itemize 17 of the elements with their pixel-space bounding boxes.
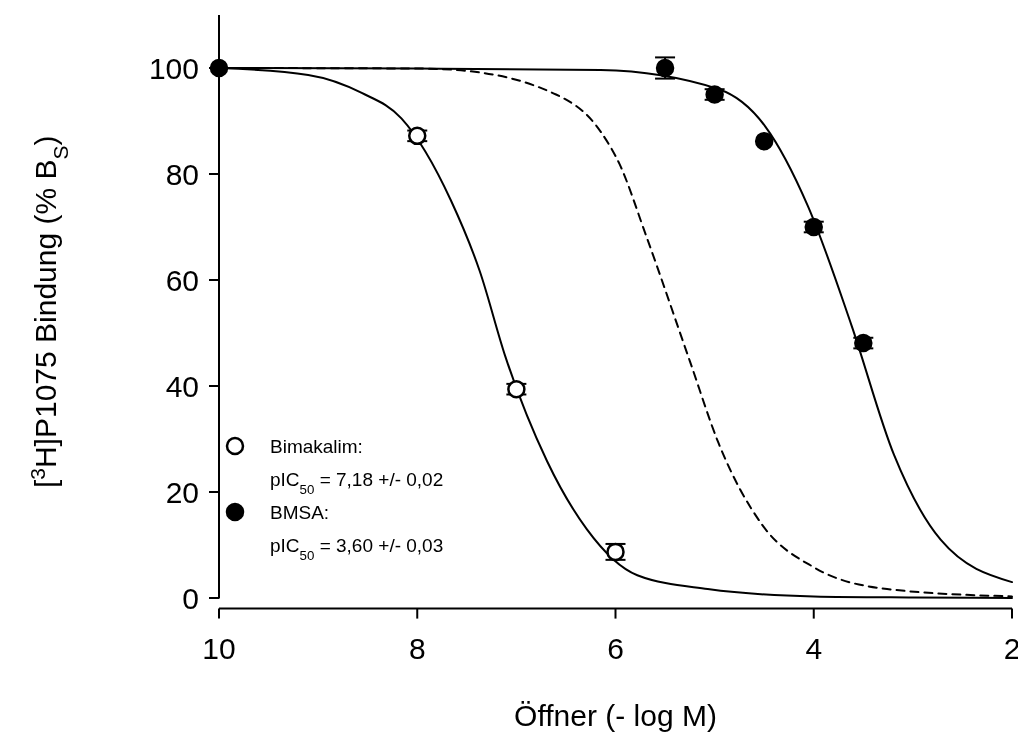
y-tick-label: 100 bbox=[148, 51, 199, 85]
x-tick-label: 6 bbox=[607, 631, 624, 665]
x-tick-label: 4 bbox=[805, 631, 823, 665]
y-tick-label: 20 bbox=[165, 475, 199, 509]
y-tick-label: 80 bbox=[165, 157, 199, 191]
y-tick-label: 0 bbox=[182, 581, 199, 615]
x-tick-label: 2 bbox=[1003, 631, 1021, 665]
point bbox=[754, 131, 774, 151]
x-axis-title: Öffner (- log M) bbox=[514, 699, 717, 732]
x-tick-label: 8 bbox=[408, 631, 426, 665]
y-tick-label: 40 bbox=[165, 369, 199, 403]
legend-label: BMSA: bbox=[270, 502, 330, 523]
legend-label: Bimakalim: bbox=[270, 436, 363, 457]
annotation: pIC$_{50}$ = 7,18 +/- 0,02 bbox=[270, 469, 444, 497]
x-tick-label: 10 bbox=[202, 631, 236, 665]
y-tick-label: 60 bbox=[165, 263, 199, 297]
annotation: pIC$_{50}$ = 3,60 +/- 0,03 bbox=[270, 535, 444, 563]
